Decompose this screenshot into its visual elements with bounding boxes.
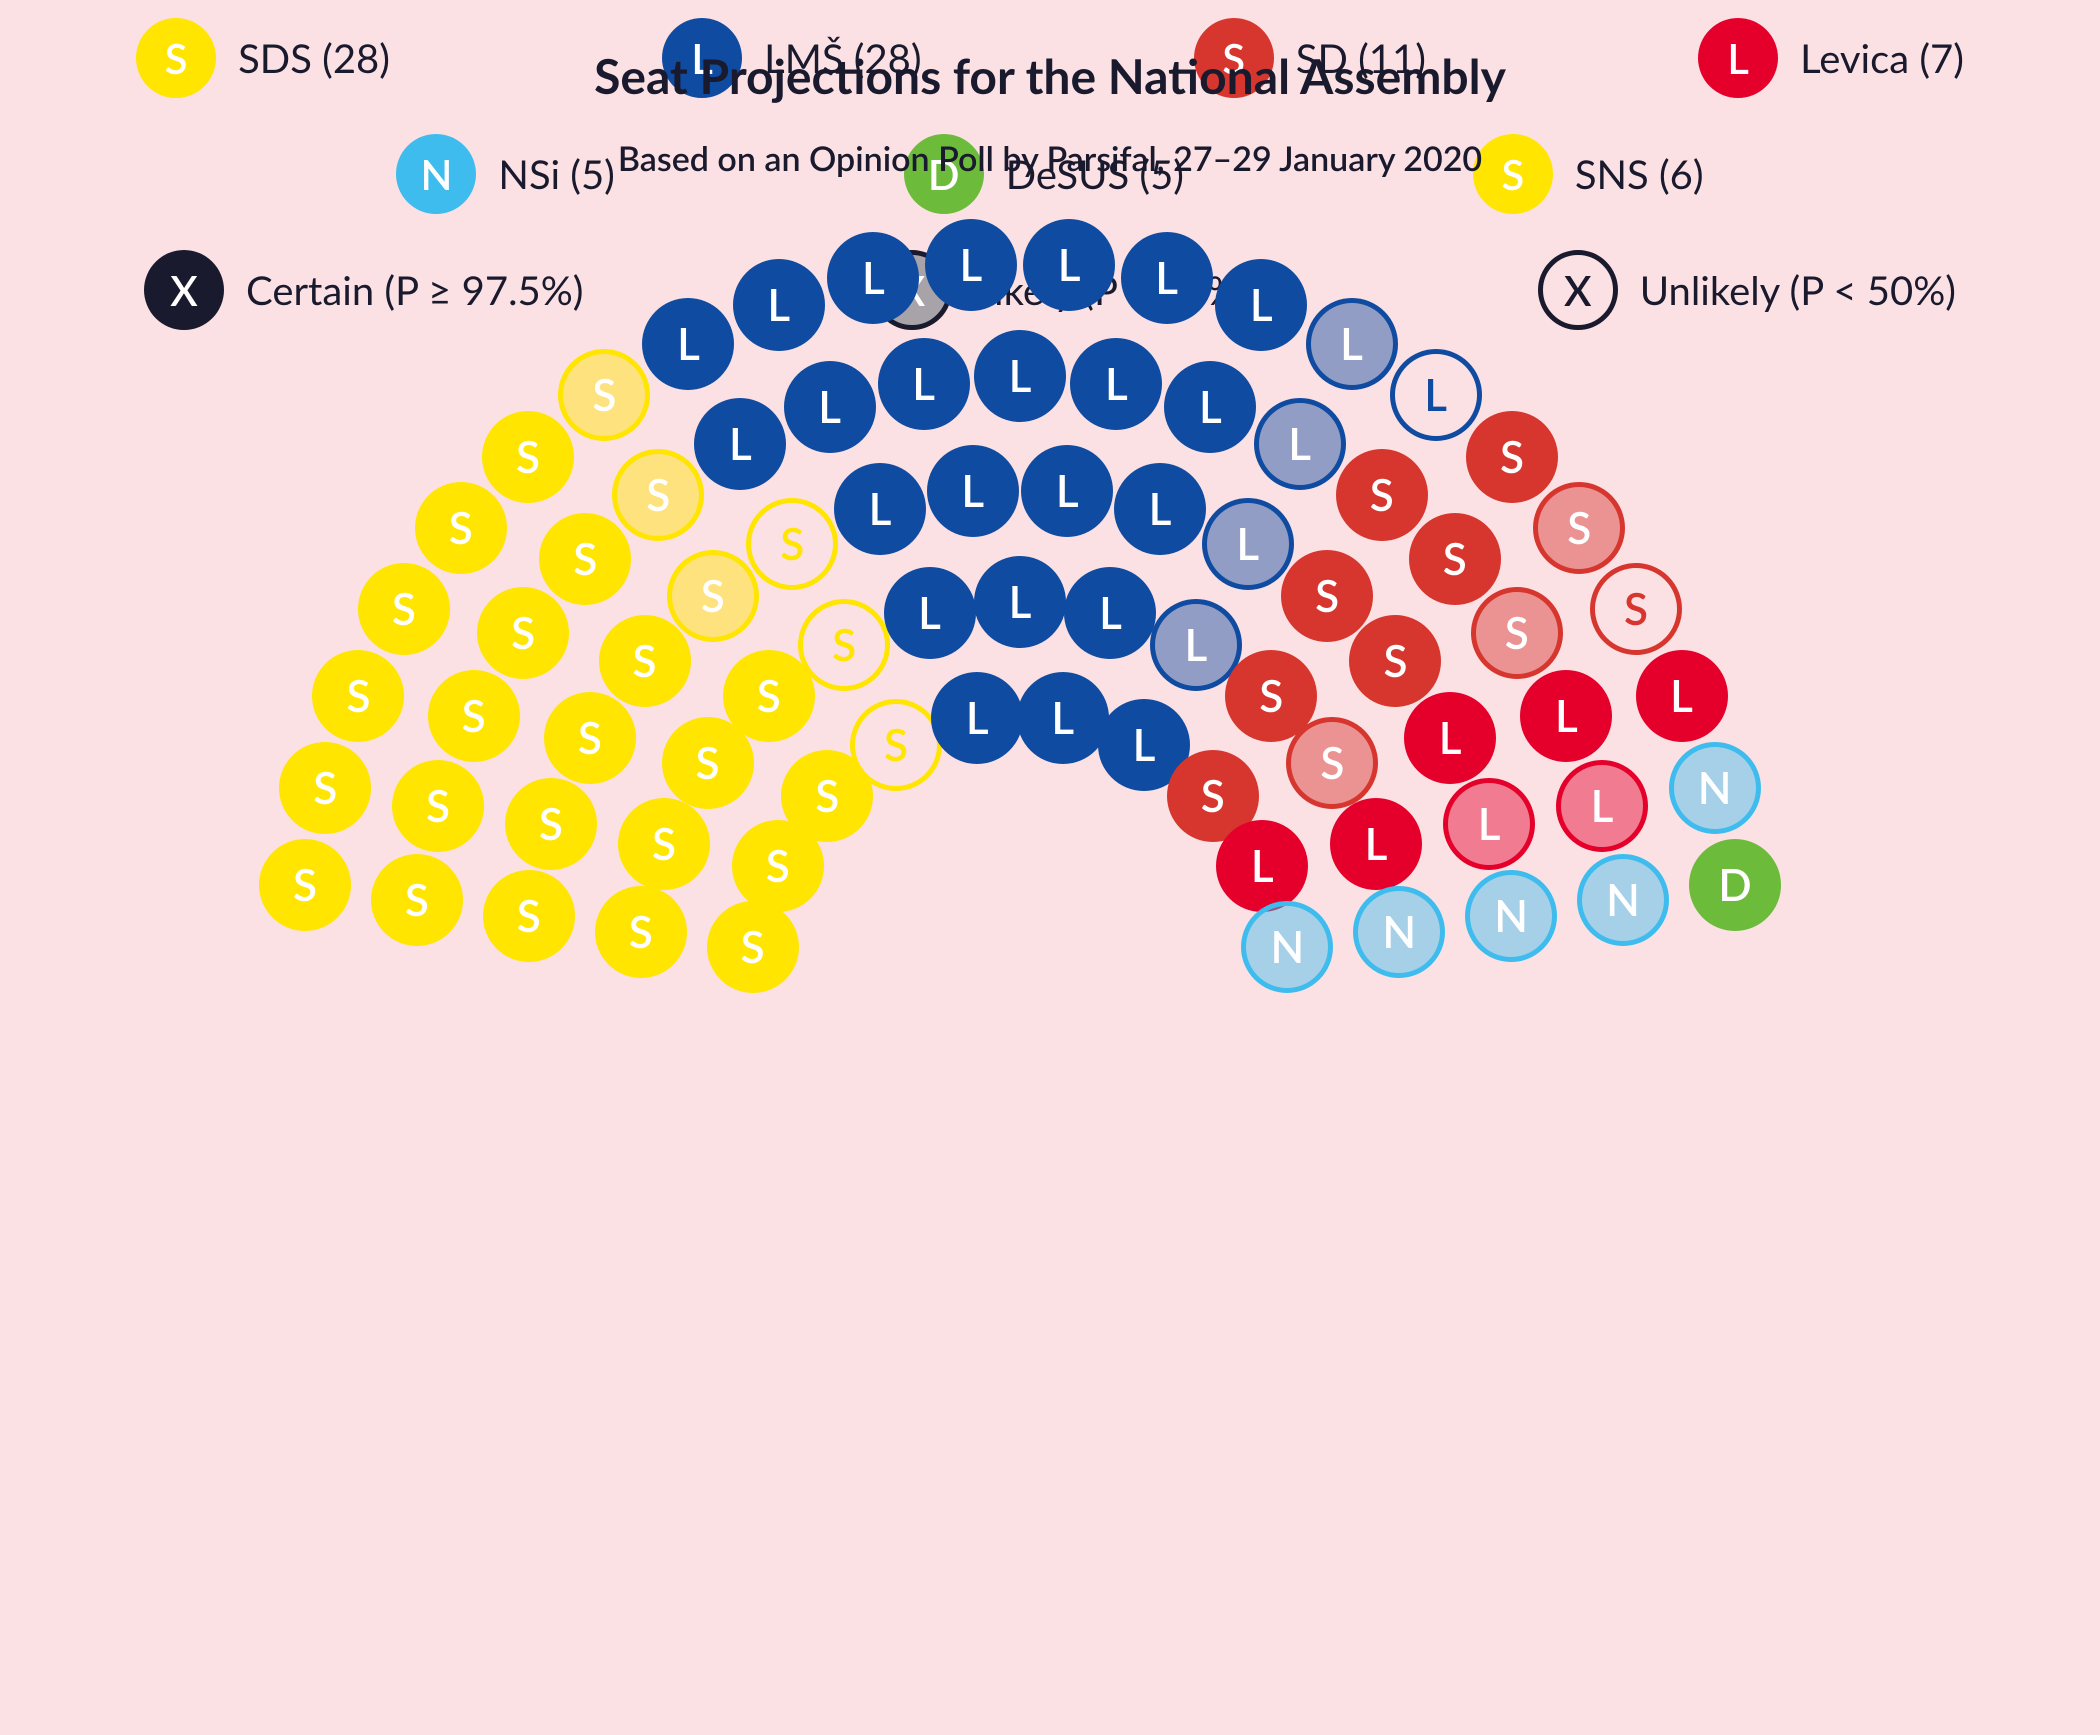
seat: S: [428, 670, 520, 762]
seat: L: [1202, 498, 1294, 590]
seat: L: [925, 219, 1017, 311]
seat: L: [1404, 692, 1496, 784]
seat: S: [1409, 513, 1501, 605]
seat: L: [1306, 298, 1398, 390]
legend-circle: X: [144, 250, 224, 330]
seat: L: [1636, 650, 1728, 742]
seat: S: [612, 449, 704, 541]
seat: L: [733, 259, 825, 351]
seat: S: [707, 901, 799, 993]
seat: S: [477, 587, 569, 679]
seat: L: [1114, 463, 1206, 555]
seat: S: [599, 615, 691, 707]
seat: S: [392, 760, 484, 852]
seat: L: [1017, 672, 1109, 764]
seat: S: [415, 482, 507, 574]
seat: S: [1471, 587, 1563, 679]
seat: S: [618, 798, 710, 890]
seat: S: [1466, 411, 1558, 503]
legend-circle: X: [1538, 250, 1618, 330]
seat: L: [884, 567, 976, 659]
seat: S: [1533, 482, 1625, 574]
seat: L: [1070, 338, 1162, 430]
seat: L: [1556, 760, 1648, 852]
legend-label: Certain (P ≥ 97.5%): [246, 266, 583, 314]
seat: L: [931, 672, 1023, 764]
seat: S: [746, 498, 838, 590]
seat: S: [544, 692, 636, 784]
seat: S: [798, 599, 890, 691]
seat: L: [1215, 259, 1307, 351]
seat: L: [1164, 361, 1256, 453]
seat: S: [358, 563, 450, 655]
seat: N: [1241, 901, 1333, 993]
seat: D: [1689, 839, 1781, 931]
chart-subtitle: Based on an Opinion Poll by Parsifal, 27…: [0, 138, 2100, 179]
chart-title: Seat Projections for the National Assemb…: [0, 48, 2100, 105]
seat: S: [312, 650, 404, 742]
seat: S: [482, 411, 574, 503]
seat: S: [850, 699, 942, 791]
seat: S: [1336, 449, 1428, 541]
seat: L: [1216, 820, 1308, 912]
seat: S: [259, 839, 351, 931]
seat: S: [595, 886, 687, 978]
seat: L: [1023, 219, 1115, 311]
seat: L: [784, 361, 876, 453]
seat: L: [827, 232, 919, 324]
seat: S: [1286, 717, 1378, 809]
seat: N: [1353, 886, 1445, 978]
seat: N: [1577, 854, 1669, 946]
seat: N: [1669, 742, 1761, 834]
seat: S: [279, 742, 371, 834]
seat: L: [1121, 232, 1213, 324]
seat: S: [1281, 550, 1373, 642]
seat: L: [974, 556, 1066, 648]
seat: L: [642, 298, 734, 390]
seat: L: [1390, 349, 1482, 441]
seat: L: [1064, 567, 1156, 659]
seat: L: [1254, 398, 1346, 490]
seat: S: [1349, 615, 1441, 707]
legend-item: X Certain (P ≥ 97.5%): [144, 250, 583, 330]
seat: L: [878, 338, 970, 430]
hemicycle-chart: Seat Projections for the National Assemb…: [0, 0, 2100, 1735]
seat: L: [694, 398, 786, 490]
seat: L: [1330, 798, 1422, 890]
seat: L: [834, 463, 926, 555]
seat: L: [974, 330, 1066, 422]
seat: S: [539, 513, 631, 605]
seat: L: [927, 445, 1019, 537]
seat: S: [558, 349, 650, 441]
seat: S: [371, 854, 463, 946]
seat: L: [1443, 778, 1535, 870]
seat: S: [667, 550, 759, 642]
seat: S: [1590, 563, 1682, 655]
seat: L: [1021, 445, 1113, 537]
legend-item: X Unlikely (P < 50%): [1538, 250, 1956, 330]
seat: L: [1520, 670, 1612, 762]
legend-label: Unlikely (P < 50%): [1640, 266, 1956, 314]
seat: S: [505, 778, 597, 870]
seat: N: [1465, 870, 1557, 962]
seat: S: [723, 650, 815, 742]
seat: S: [483, 870, 575, 962]
